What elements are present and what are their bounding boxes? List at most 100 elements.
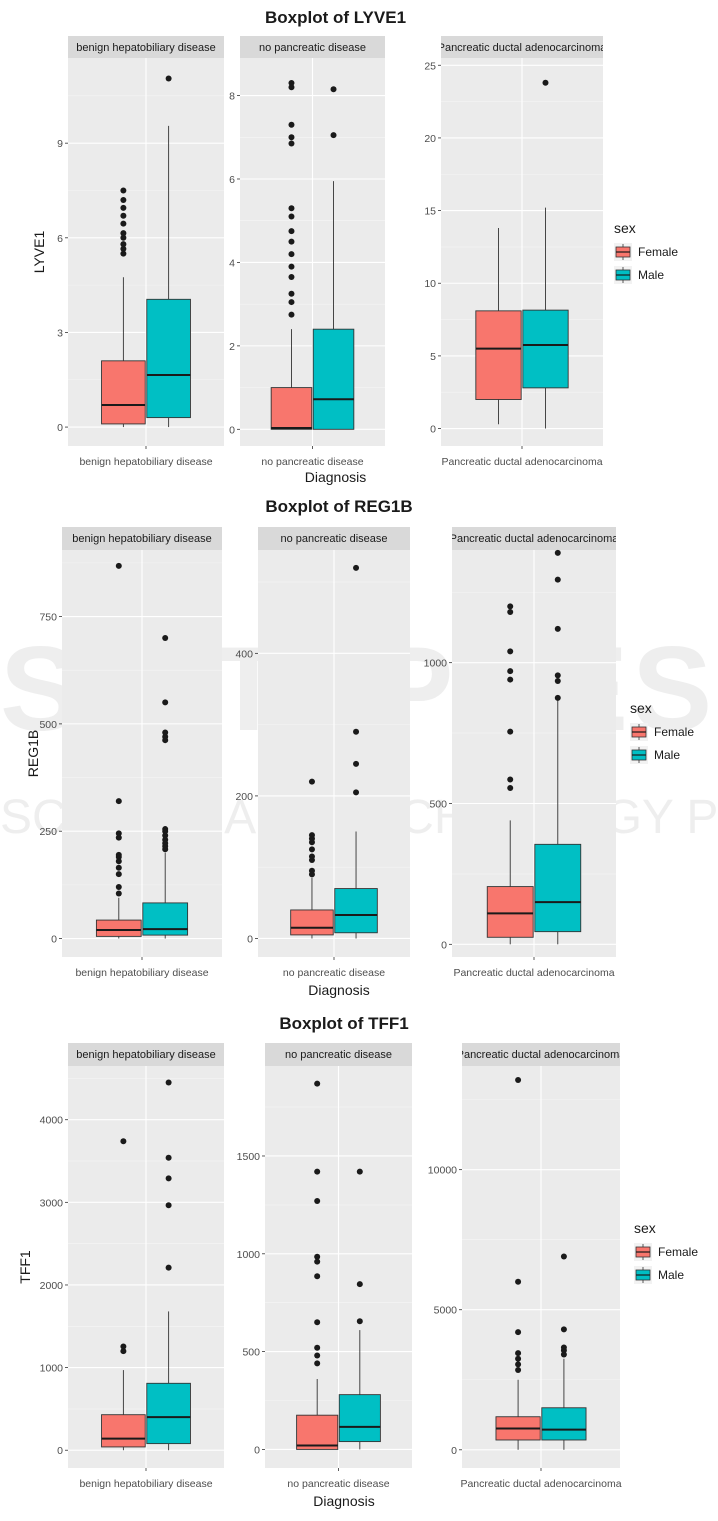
y-tick-label: 250 (39, 826, 57, 838)
box-iqr (334, 888, 378, 934)
box-male (146, 75, 191, 428)
y-tick-label: 6 (57, 233, 63, 245)
y-tick-label: 1000 (40, 1363, 64, 1375)
outlier-point (554, 625, 561, 632)
facet-panel: no pancreatic disease 0 2 4 6 8 no pancreatic … (229, 36, 385, 468)
facet-panel: benign hepatobiliary disease 0 250 500 750 be… (39, 527, 222, 979)
outlier-point (554, 677, 561, 684)
outlier-point (115, 798, 122, 805)
outlier-point (560, 1344, 567, 1351)
outlier-point (120, 234, 127, 241)
y-axis-title: REG1B (25, 730, 41, 777)
chart-2: Boxplot of REG1B benign hepatobiliary dis… (25, 497, 694, 998)
outlier-point (314, 1168, 321, 1175)
facet-strip-label: benign hepatobiliary disease (76, 42, 215, 54)
outlier-point (288, 251, 295, 258)
box-male (541, 1253, 587, 1450)
box-male (312, 86, 355, 430)
legend-label: Male (654, 748, 680, 762)
box-female (495, 1077, 541, 1450)
outlier-point (288, 274, 295, 281)
y-tick-label: 200 (235, 791, 253, 803)
facet-strip (240, 36, 385, 58)
y-tick-label: 1500 (237, 1151, 261, 1163)
outlier-point (288, 140, 295, 147)
outlier-point (330, 132, 337, 139)
legend-key-male (630, 746, 648, 764)
x-axis-title: Diagnosis (305, 469, 366, 485)
box-male (146, 1079, 191, 1451)
y-tick-label: 750 (39, 612, 57, 624)
facet-strip (265, 1043, 412, 1066)
outlier-point (120, 250, 127, 257)
y-tick-label: 6 (229, 174, 235, 186)
y-tick-label: 0 (51, 934, 57, 946)
outlier-point (288, 80, 295, 87)
legend-key-male (634, 1266, 652, 1284)
outlier-point (515, 1278, 522, 1285)
outlier-point (314, 1344, 321, 1351)
facet-strip (62, 527, 222, 550)
outlier-point (308, 853, 315, 860)
box-female (101, 1138, 146, 1451)
box-iqr (290, 909, 334, 936)
outlier-point (314, 1352, 321, 1359)
outlier-point (120, 212, 127, 219)
outlier-point (120, 241, 127, 248)
outlier-point (288, 299, 295, 306)
x-axis-title: Diagnosis (308, 982, 369, 998)
y-tick-label: 20 (424, 133, 436, 145)
box-iqr (95, 919, 142, 937)
outlier-point (115, 864, 122, 871)
facet-strip-label: no pancreatic disease (280, 533, 387, 545)
outlier-point (162, 729, 169, 736)
outlier-point (353, 789, 360, 796)
outlier-point (353, 564, 360, 571)
box-iqr (101, 360, 146, 425)
outlier-point (162, 832, 169, 839)
outlier-point (515, 1361, 522, 1368)
outlier-point (162, 733, 169, 740)
facet-panel: benign hepatobiliary disease 0 1000 2000 300… (40, 1043, 224, 1490)
outlier-point (308, 867, 315, 874)
outlier-point (542, 79, 549, 86)
outlier-point (162, 826, 169, 833)
outlier-point (165, 1079, 172, 1086)
outlier-point (288, 263, 295, 270)
outlier-point (120, 220, 127, 227)
box-male (334, 564, 378, 939)
outlier-point (288, 213, 295, 220)
box-iqr (296, 1414, 339, 1450)
outlier-point (162, 635, 169, 642)
x-tick-label: no pancreatic disease (283, 967, 385, 979)
y-tick-label: 25 (424, 60, 436, 72)
y-tick-label: 2 (229, 341, 235, 353)
y-tick-label: 15 (424, 206, 436, 218)
legend-key-female (630, 723, 648, 741)
outlier-point (162, 699, 169, 706)
outlier-point (115, 890, 122, 897)
outlier-point (165, 1202, 172, 1209)
outlier-point (507, 668, 514, 675)
box-iqr (534, 843, 582, 933)
facet-strip-label: benign hepatobiliary disease (76, 1049, 215, 1061)
outlier-point (288, 205, 295, 212)
y-tick-label: 5 (430, 351, 436, 363)
outlier-point (507, 776, 514, 783)
y-tick-label: 2000 (40, 1280, 64, 1292)
y-tick-label: 3000 (40, 1197, 64, 1209)
facet-strip (441, 36, 603, 58)
x-tick-label: benign hepatobiliary disease (79, 1478, 212, 1490)
outlier-point (288, 311, 295, 318)
outlier-point (120, 196, 127, 203)
box-female (101, 187, 146, 428)
y-tick-label: 1000 (424, 658, 448, 670)
box-female (270, 80, 313, 430)
outlier-point (288, 290, 295, 297)
outlier-point (162, 836, 169, 843)
outlier-point (120, 204, 127, 211)
outlier-point (515, 1329, 522, 1336)
outlier-point (507, 728, 514, 735)
facet-strip-label: no pancreatic disease (285, 1049, 392, 1061)
